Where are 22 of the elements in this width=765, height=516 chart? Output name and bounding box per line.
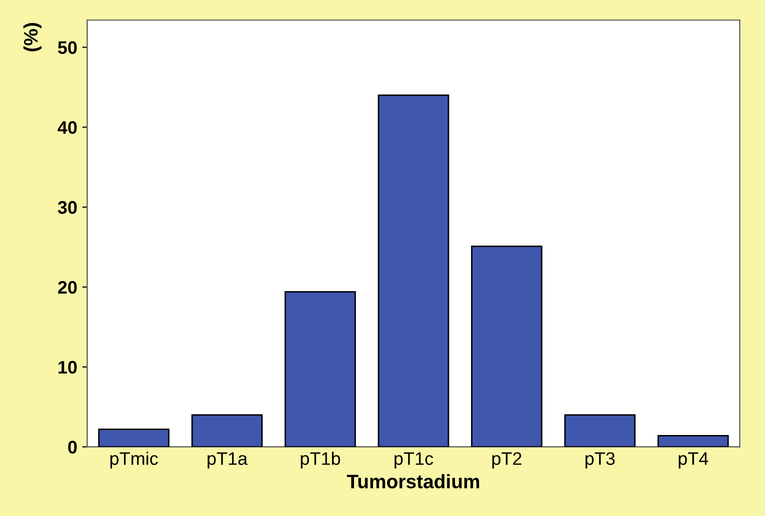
bar: [98, 428, 170, 447]
x-tick-label: pT1b: [300, 452, 340, 469]
y-tick-label: 10: [58, 360, 77, 374]
y-axis-title: (%): [23, 23, 42, 52]
x-tick-label: pT2: [492, 452, 522, 469]
bar: [471, 246, 542, 447]
bar: [284, 291, 356, 447]
y-tick-label: 40: [58, 121, 77, 134]
x-axis-title: Tumorstadium: [346, 474, 480, 488]
y-tick-label: 0: [68, 440, 77, 454]
bar: [378, 94, 450, 447]
x-tick-label: pT1c: [394, 452, 434, 469]
bar: [191, 414, 263, 447]
bar: [564, 414, 636, 447]
x-tick-label: pT4: [678, 452, 708, 469]
x-tick-label: pT3: [586, 452, 615, 469]
bar: [657, 434, 729, 447]
y-tick-label: 30: [58, 201, 77, 214]
x-tick-label: pTmic: [110, 452, 158, 469]
y-tick-label: 50: [58, 41, 77, 54]
y-tick-label: 20: [58, 280, 77, 294]
x-tick-label: pT1a: [208, 452, 248, 469]
